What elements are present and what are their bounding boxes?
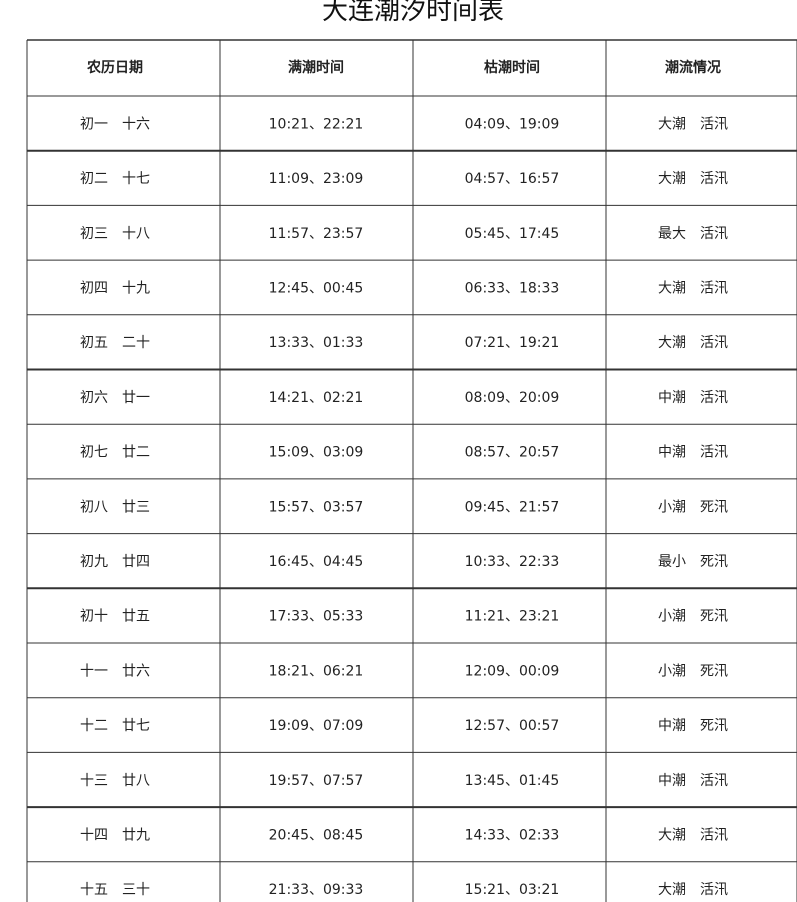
cell: 最大 活汛: [658, 226, 728, 242]
cell: 21:33、09:33: [269, 882, 364, 898]
cell: 08:09、20:09: [465, 390, 560, 406]
cell: 初十 廿五: [80, 608, 150, 625]
cell: 大潮 活汛: [658, 116, 728, 132]
cell: 大潮 活汛: [658, 882, 728, 898]
cell: 08:57、20:57: [465, 445, 560, 461]
cell: 十一 廿六: [80, 663, 150, 679]
cell: 初六 廿一: [80, 389, 150, 406]
cell: 15:21、03:21: [465, 882, 560, 898]
cell: 09:45、21:57: [465, 499, 560, 515]
cell: 17:33、05:33: [269, 609, 364, 625]
cell: 初八 廿三: [80, 498, 150, 515]
cell: 14:33、02:33: [465, 827, 560, 843]
cell: 15:57、03:57: [269, 499, 364, 515]
cell: 初五 二十: [80, 334, 150, 351]
cell: 13:45、01:45: [465, 773, 560, 789]
cell: 11:57、23:57: [269, 226, 364, 242]
cell: 十四 廿九: [80, 827, 150, 843]
cell: 大潮 活汛: [658, 335, 728, 351]
cell: 05:45、17:45: [465, 226, 560, 242]
cell: 中潮 活汛: [658, 390, 728, 406]
cell: 大潮 活汛: [658, 171, 728, 187]
cell: 初三 十八: [80, 225, 150, 242]
cell: 小潮 死汛: [658, 499, 728, 515]
cell: 初四 十九: [80, 279, 150, 296]
cell: 中潮 活汛: [658, 773, 728, 789]
cell: 16:45、04:45: [269, 554, 364, 570]
cell: 11:21、23:21: [465, 609, 560, 625]
cell: 中潮 死汛: [658, 718, 728, 734]
cell: 初七 廿二: [80, 444, 150, 461]
cell: 初二 十七: [80, 170, 150, 187]
cell: 20:45、08:45: [269, 827, 364, 843]
title: 大连潮汐时间表: [322, 0, 504, 26]
cell: 初九 廿四: [80, 553, 150, 570]
cell: 12:45、00:45: [269, 280, 364, 296]
cell: 小潮 死汛: [658, 609, 728, 625]
column-header: 农历日期: [86, 59, 143, 76]
cell: 19:09、07:09: [269, 718, 364, 734]
column-header: 满潮时间: [288, 59, 344, 76]
cell: 大潮 活汛: [658, 280, 728, 296]
column-header: 潮流情况: [665, 59, 721, 76]
cell: 18:21、06:21: [269, 663, 364, 679]
cell: 04:09、19:09: [465, 116, 560, 132]
cell: 中潮 活汛: [658, 445, 728, 461]
cell: 10:21、22:21: [269, 116, 364, 132]
cell: 13:33、01:33: [269, 335, 364, 351]
cell: 07:21、19:21: [465, 335, 560, 351]
cell: 十五 三十: [80, 882, 150, 898]
cell: 04:57、16:57: [465, 171, 560, 187]
cell: 12:57、00:57: [465, 718, 560, 734]
cell: 最小 死汛: [658, 554, 728, 570]
cell: 10:33、22:33: [465, 554, 560, 570]
cell: 十三 廿八: [80, 773, 150, 789]
cell: 11:09、23:09: [269, 171, 364, 187]
cell: 19:57、07:57: [269, 773, 364, 789]
cell: 15:09、03:09: [269, 445, 364, 461]
cell: 初一 十六: [80, 115, 150, 132]
cell: 十二 廿七: [80, 718, 150, 734]
cell: 12:09、00:09: [465, 663, 560, 679]
column-header: 枯潮时间: [484, 59, 540, 76]
cell: 14:21、02:21: [269, 390, 364, 406]
cell: 06:33、18:33: [465, 280, 560, 296]
cell: 小潮 死汛: [658, 663, 728, 679]
cell: 大潮 活汛: [658, 827, 728, 843]
